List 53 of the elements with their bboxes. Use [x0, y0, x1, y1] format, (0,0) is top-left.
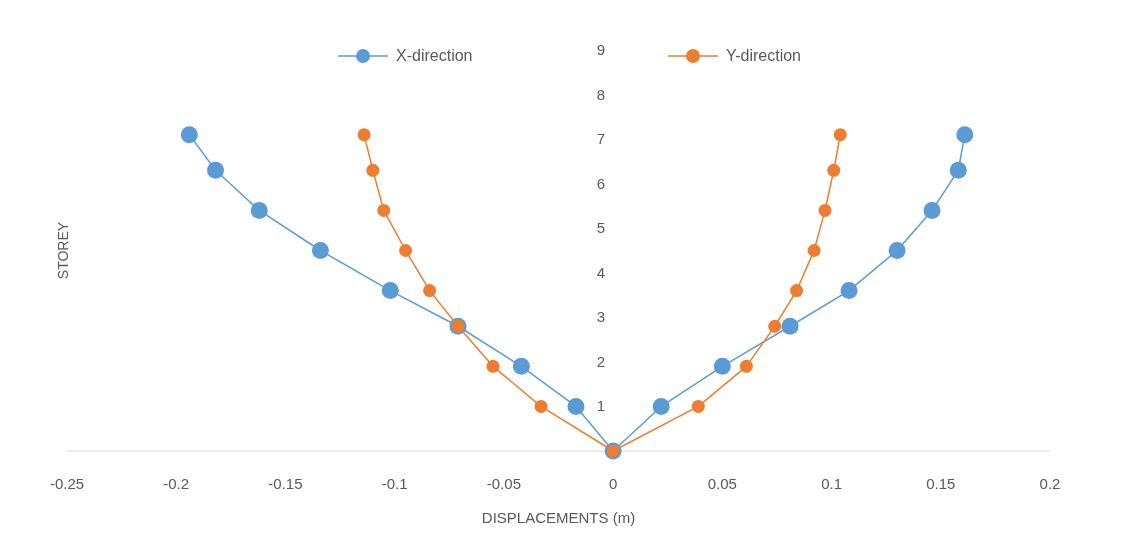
point — [534, 399, 548, 413]
y-axis-title: STOREY — [55, 221, 71, 280]
point — [423, 284, 437, 298]
x-tick-label: 0 — [608, 475, 618, 492]
y-tick-label: 1 — [596, 397, 606, 415]
y-tick-label: 2 — [596, 352, 606, 370]
point — [381, 282, 399, 300]
x-tick-label: 0.2 — [1039, 475, 1061, 492]
point — [180, 126, 198, 144]
point — [652, 397, 670, 415]
x-tick-label: 0.1 — [821, 475, 842, 492]
legend-label: X-direction — [396, 47, 473, 64]
point — [781, 317, 799, 335]
point — [366, 163, 380, 177]
point — [739, 359, 753, 373]
point — [827, 163, 841, 177]
point — [923, 201, 941, 219]
y-tick-label: 8 — [596, 85, 606, 103]
point — [567, 397, 585, 415]
point — [691, 399, 705, 413]
point — [818, 203, 832, 217]
y-tick-label: 4 — [596, 263, 606, 281]
point — [956, 126, 974, 144]
point — [833, 128, 847, 142]
point — [357, 128, 371, 142]
point — [311, 242, 329, 259]
point — [807, 244, 821, 257]
point — [512, 357, 530, 375]
x-tick-label: 0.05 — [707, 475, 737, 492]
point — [790, 284, 804, 298]
x-tick-label: 0.15 — [926, 475, 956, 492]
x-tick-label: -0.1 — [381, 475, 408, 492]
point — [768, 319, 782, 333]
y-tick-label: 7 — [596, 130, 606, 148]
point — [399, 244, 413, 257]
point — [949, 161, 967, 179]
point — [377, 203, 391, 217]
x-tick-label: -0.15 — [268, 475, 303, 492]
point — [207, 161, 225, 179]
point — [888, 242, 906, 259]
y-tick-label: 5 — [596, 219, 606, 237]
x-tick-label: -0.05 — [486, 475, 521, 492]
point — [250, 201, 268, 219]
point — [840, 282, 858, 300]
x-tick-label: -0.2 — [163, 475, 190, 492]
x-tick-label: -0.25 — [49, 475, 85, 492]
y-tick-label: 3 — [596, 308, 606, 326]
legend-label: Y-direction — [726, 47, 802, 64]
y-tick-label: 9 — [596, 41, 606, 58]
point — [486, 359, 500, 373]
x-axis-title: DISPLACEMENTS (m) — [481, 509, 636, 526]
point — [713, 357, 731, 375]
y-tick-label: 6 — [596, 174, 606, 192]
